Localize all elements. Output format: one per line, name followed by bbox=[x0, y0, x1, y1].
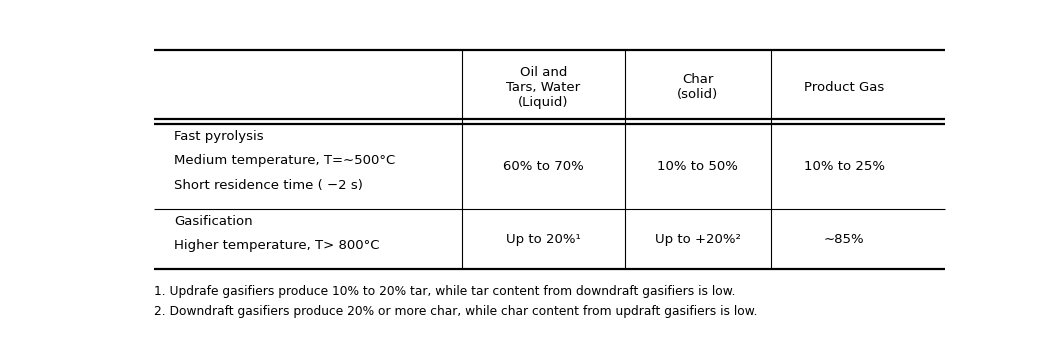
Text: Medium temperature, T=∼500°C: Medium temperature, T=∼500°C bbox=[174, 154, 396, 167]
Text: Up to 20%¹: Up to 20%¹ bbox=[506, 233, 581, 246]
Text: 10% to 25%: 10% to 25% bbox=[803, 160, 885, 173]
Text: Product Gas: Product Gas bbox=[804, 81, 884, 94]
Text: 1. Updrafe gasifiers produce 10% to 20% tar, while tar content from downdraft ga: 1. Updrafe gasifiers produce 10% to 20% … bbox=[153, 285, 735, 298]
Text: Oil and
Tars, Water
(Liquid): Oil and Tars, Water (Liquid) bbox=[506, 66, 581, 109]
Text: Gasification: Gasification bbox=[174, 215, 253, 228]
Text: 2. Downdraft gasifiers produce 20% or more char, while char content from updraft: 2. Downdraft gasifiers produce 20% or mo… bbox=[153, 306, 758, 319]
Text: Fast pyrolysis: Fast pyrolysis bbox=[174, 130, 264, 143]
Text: Short residence time ( −2 s): Short residence time ( −2 s) bbox=[174, 178, 363, 191]
Text: Higher temperature, T> 800°C: Higher temperature, T> 800°C bbox=[174, 239, 380, 252]
Text: 10% to 50%: 10% to 50% bbox=[658, 160, 738, 173]
Text: Char
(solid): Char (solid) bbox=[677, 73, 718, 101]
Text: 60% to 70%: 60% to 70% bbox=[503, 160, 584, 173]
Text: ∼85%: ∼85% bbox=[824, 233, 865, 246]
Text: Up to +20%²: Up to +20%² bbox=[655, 233, 741, 246]
